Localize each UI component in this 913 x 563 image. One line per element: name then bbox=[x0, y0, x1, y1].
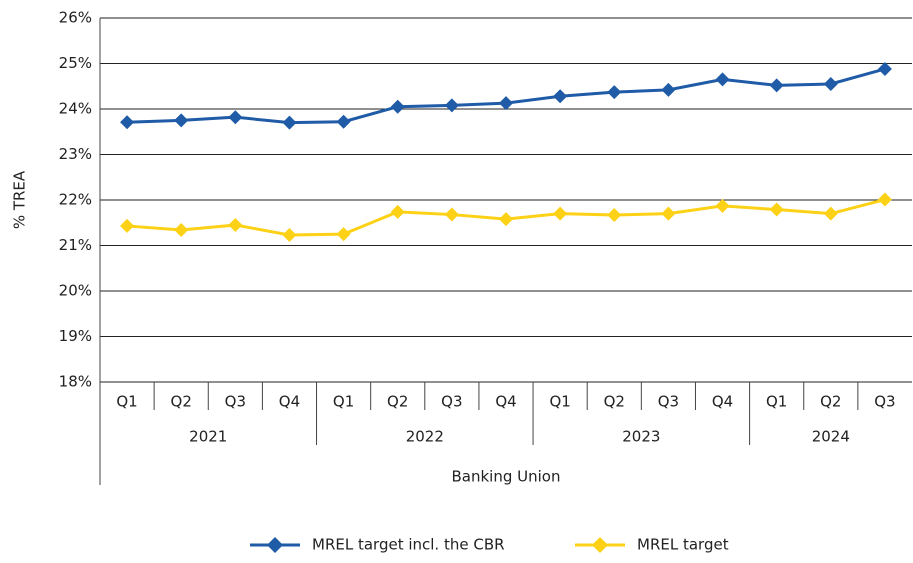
x-tick-label: Q4 bbox=[279, 393, 300, 411]
data-point bbox=[499, 212, 513, 227]
data-point bbox=[661, 206, 676, 221]
data-point bbox=[607, 208, 622, 223]
series-line bbox=[127, 67, 886, 125]
data-point bbox=[282, 228, 297, 243]
x-tick-label: Q3 bbox=[874, 393, 895, 411]
y-tick-label: 20% bbox=[59, 282, 92, 300]
data-point bbox=[769, 202, 784, 217]
data-point bbox=[228, 110, 243, 125]
legend-label: MREL target bbox=[637, 536, 729, 554]
x-tick-label: Q2 bbox=[171, 393, 192, 411]
data-point bbox=[444, 207, 459, 222]
data-point bbox=[336, 227, 351, 242]
y-tick-label: 24% bbox=[59, 100, 92, 118]
data-point bbox=[769, 78, 784, 93]
x-tick-label: Q1 bbox=[549, 393, 570, 411]
data-point bbox=[715, 198, 730, 213]
y-tick-label: 26% bbox=[59, 9, 92, 27]
x-tick-label: Q3 bbox=[225, 393, 246, 411]
data-point bbox=[390, 99, 405, 114]
x-group-label: 2023 bbox=[622, 428, 660, 446]
x-tick-label: Q3 bbox=[441, 393, 462, 411]
legend-marker bbox=[267, 537, 283, 553]
data-point bbox=[228, 218, 243, 233]
data-point bbox=[390, 204, 405, 219]
x-axis-label: Banking Union bbox=[452, 468, 561, 486]
data-point bbox=[823, 206, 838, 221]
data-point bbox=[607, 85, 622, 100]
data-point bbox=[282, 115, 297, 130]
y-tick-label: 22% bbox=[59, 191, 92, 209]
x-tick-label: Q2 bbox=[820, 393, 841, 411]
data-point bbox=[174, 113, 189, 128]
x-tick-label: Q4 bbox=[495, 393, 516, 411]
data-point bbox=[336, 114, 351, 129]
data-point bbox=[444, 98, 459, 113]
legend-marker bbox=[592, 537, 608, 553]
x-tick-label: Q1 bbox=[333, 393, 354, 411]
x-tick-label: Q1 bbox=[116, 393, 137, 411]
x-tick-label: Q2 bbox=[387, 393, 408, 411]
data-point bbox=[715, 72, 730, 87]
x-tick-label: Q2 bbox=[604, 393, 625, 411]
y-tick-label: 23% bbox=[59, 145, 92, 163]
data-point bbox=[823, 76, 838, 91]
data-point bbox=[877, 61, 892, 76]
data-point bbox=[120, 218, 135, 233]
x-tick-label: Q3 bbox=[658, 393, 679, 411]
data-point bbox=[120, 115, 135, 130]
data-point bbox=[661, 82, 676, 97]
y-axis-label: % TREA bbox=[11, 170, 29, 229]
data-point bbox=[877, 192, 892, 207]
x-group-label: 2024 bbox=[812, 428, 850, 446]
y-tick-label: 21% bbox=[59, 236, 92, 254]
x-group-label: 2022 bbox=[406, 428, 444, 446]
data-point bbox=[174, 223, 189, 238]
y-tick-label: 25% bbox=[59, 54, 92, 72]
legend-label: MREL target incl. the CBR bbox=[312, 536, 505, 554]
y-tick-label: 18% bbox=[59, 373, 92, 391]
x-tick-label: Q4 bbox=[712, 393, 733, 411]
data-point bbox=[553, 89, 568, 104]
x-group-label: 2021 bbox=[189, 428, 227, 446]
data-point bbox=[553, 206, 568, 221]
data-point bbox=[499, 96, 513, 111]
y-tick-label: 19% bbox=[59, 327, 92, 345]
x-tick-label: Q1 bbox=[766, 393, 787, 411]
